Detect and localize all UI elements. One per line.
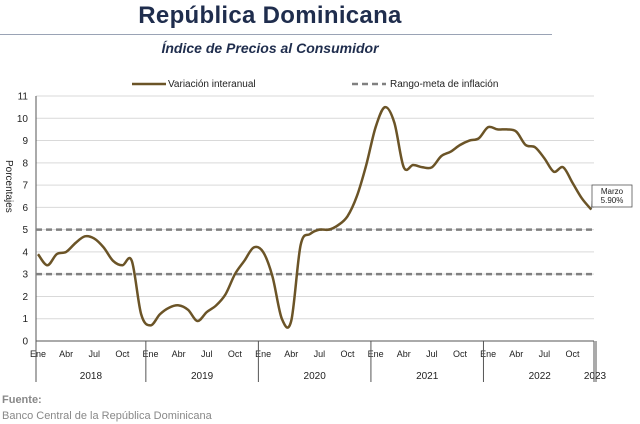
legend-label-rango: Rango-meta de inflación [390, 79, 498, 90]
chart-subtitle: Índice de Precios al Consumidor [161, 40, 379, 56]
x-tick-label: Abr [59, 349, 73, 359]
annotation-value: 5.90% [601, 196, 624, 205]
x-tick-label: Jul [201, 349, 213, 359]
y-tick-label: 6 [22, 203, 28, 214]
y-tick-label: 11 [18, 92, 29, 103]
legend: Variación interanual Rango-meta de infla… [132, 79, 498, 90]
x-axis: Ene Abr Jul Oct Ene Abr Jul Oct Ene Abr Jul Oct Ene A… [30, 340, 607, 382]
x-tick-label: Oct [115, 349, 130, 359]
chart-title: República Dominicana [138, 2, 402, 29]
year-label: 2018 [80, 371, 103, 382]
y-tick-label: 1 [22, 314, 28, 325]
y-tick-label: 3 [22, 270, 28, 281]
x-tick-label: Ene [368, 349, 384, 359]
x-tick-label: Abr [397, 349, 411, 359]
y-ticks: 0 1 2 3 4 5 6 7 8 9 10 11 [17, 92, 29, 348]
y-tick-label: 7 [22, 181, 28, 192]
year-label: 2019 [191, 371, 214, 382]
x-tick-label: Ene [30, 349, 46, 359]
year-label: 2021 [416, 371, 439, 382]
annotation-box [591, 184, 633, 208]
x-tick-label: Jul [426, 349, 438, 359]
y-tick-label: 2 [22, 292, 28, 303]
x-tick-label: Jul [314, 349, 326, 359]
source-body: Banco Central de la República Dominicana [2, 410, 212, 422]
y-tick-label: 4 [22, 247, 28, 258]
year-label: 2020 [304, 371, 327, 382]
x-tick-label: Abr [284, 349, 298, 359]
x-tick-label: Jul [89, 349, 101, 359]
x-tick-label: Ene [480, 349, 496, 359]
target-lines [36, 228, 594, 276]
x-tick-label: Ene [255, 349, 271, 359]
grid [35, 95, 594, 342]
x-tick-label: Ene [143, 349, 159, 359]
x-tick-label: Abr [509, 349, 523, 359]
year-label: 2022 [529, 371, 552, 382]
y-axis-label: Porcentajes [3, 160, 14, 213]
title-divider [0, 34, 552, 35]
y-tick-label: 10 [17, 114, 29, 125]
x-tick-label: Oct [453, 349, 468, 359]
y-tick-label: 9 [22, 136, 28, 147]
x-tick-label: Jul [539, 349, 551, 359]
annotation-label: Marzo [601, 187, 624, 196]
x-tick-label: Oct [566, 349, 581, 359]
legend-label-variacion: Variación interanual [168, 79, 256, 90]
x-tick-label: Oct [340, 349, 355, 359]
x-tick-label: Oct [228, 349, 243, 359]
source-title: Fuente: [2, 394, 42, 406]
annotation-marzo: Marzo 5.90% [591, 184, 633, 208]
y-tick-label: 8 [22, 158, 28, 169]
y-tick-label: 0 [22, 337, 28, 348]
year-label: 2023 [584, 371, 607, 382]
series-line-variacion [36, 105, 593, 329]
x-tick-label: Abr [172, 349, 186, 359]
y-tick-label: 5 [22, 225, 28, 236]
